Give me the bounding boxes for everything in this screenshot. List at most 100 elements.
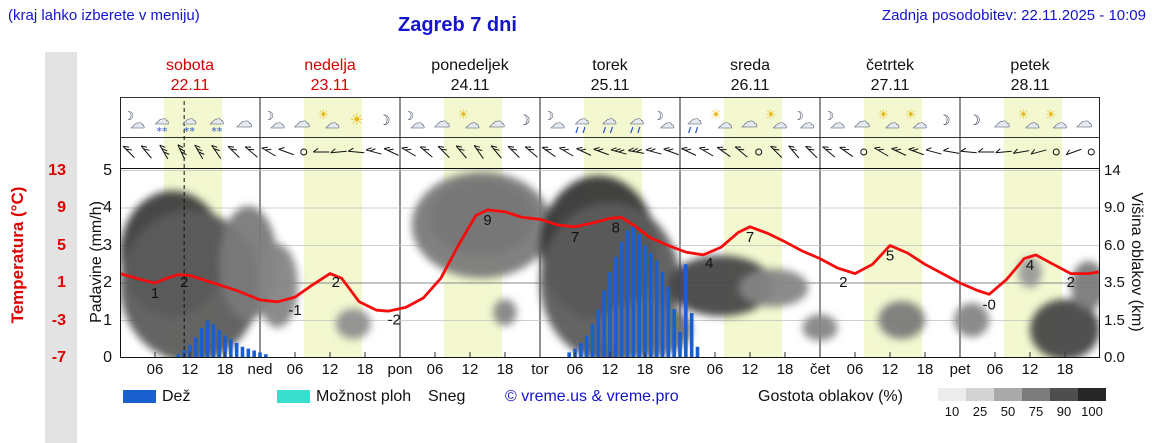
precip-bar: [252, 350, 256, 358]
wind-barb-tick: [179, 147, 186, 152]
wind-barb: [734, 146, 748, 158]
wind-barb-tick: [995, 148, 1001, 154]
day-name: petek: [1010, 57, 1050, 74]
legend-showers-label: Možnost ploh: [316, 388, 412, 405]
cloud-icon: ☁: [465, 114, 480, 132]
wind-barb: [524, 146, 538, 158]
wind-barb-tick: [791, 148, 798, 151]
rain-icon: [637, 126, 641, 134]
precip-bar: [596, 309, 601, 358]
wind-barb-tick: [1030, 149, 1036, 155]
precip-bar: [234, 343, 239, 358]
precip-bar: [619, 241, 624, 358]
legend-rain-label: Dež: [162, 388, 191, 405]
rain-icon: [695, 126, 699, 134]
wind-barb-tick: [330, 148, 336, 154]
temp-value-label: -1: [288, 302, 301, 319]
wind-barb: [645, 149, 662, 155]
wind-barb: [891, 148, 907, 156]
wind-barb-tick: [194, 144, 201, 148]
cloud-density-swatch: [1050, 388, 1078, 401]
precip-bar: [602, 290, 606, 358]
cloud-icon: ☁: [912, 114, 927, 132]
rain-icon: [582, 126, 586, 134]
wind-barb-tick: [895, 148, 902, 151]
wind-barb: [211, 145, 222, 159]
wind-barb-tick: [455, 145, 463, 148]
wind-barb: [244, 146, 258, 158]
wind-barb-tick: [458, 148, 465, 151]
wind-barb-tick: [365, 147, 372, 151]
cloud-density-swatch: [966, 388, 994, 401]
calm-icon: [860, 148, 868, 156]
cloud-density-tick: 25: [972, 404, 988, 419]
cloud-blob: [668, 255, 774, 317]
wind-barb-tick: [960, 147, 967, 152]
x-hour-label: 06: [146, 361, 164, 378]
precip-bar: [211, 324, 216, 358]
wind-barb-tick: [265, 148, 272, 151]
day-date: 22.11: [170, 77, 210, 94]
x-hour-label: 06: [426, 361, 444, 378]
precip-bar: [678, 331, 682, 358]
wind-barb-tick: [925, 147, 932, 151]
rain-icon: [609, 126, 613, 134]
temp-value-label: 4: [1026, 257, 1034, 274]
wind-barb: [716, 147, 731, 157]
precip-tick-column: 5 4 3 2 1 0: [84, 0, 112, 443]
rain-cloud-icon: ☁: [629, 110, 644, 128]
wind-barb-tick: [510, 148, 517, 151]
temp-line: [120, 208, 1100, 313]
wind-barb-tick: [211, 144, 218, 148]
wind-barb-tick: [702, 148, 709, 151]
sun-icon: ☀: [458, 108, 470, 123]
calm-icon: [1087, 148, 1095, 156]
day-header: četrtek 27.11: [820, 57, 960, 95]
x-hour-label: 18: [1056, 361, 1074, 378]
wind-barb: [874, 147, 889, 157]
sun-icon: ☀: [710, 108, 722, 123]
cloud-icon: ☁: [325, 114, 340, 132]
moon-icon: ☽: [543, 109, 554, 123]
cloud-icon: ☁: [410, 114, 425, 132]
x-hour-label: 18: [776, 361, 794, 378]
copyright-link[interactable]: © vreme.us & vreme.pro: [505, 388, 679, 405]
precip-tick: 5: [103, 161, 112, 179]
day-date: 28.11: [1010, 77, 1050, 94]
day-header: nedelja 23.11: [260, 57, 400, 95]
wind-barb-tick: [438, 145, 445, 148]
cloud-density-tick: 90: [1056, 404, 1072, 419]
calm-icon: [1052, 148, 1060, 156]
snow-cloud-icon: ☁: [182, 110, 197, 128]
wind-barb-tick: [636, 148, 642, 153]
precip-bar: [666, 286, 671, 358]
wind-barb-tick: [628, 147, 634, 152]
cloud-density-swatch: [1078, 388, 1106, 401]
wind-barb: [473, 145, 484, 159]
cloud-icon: ☁: [1052, 114, 1067, 132]
precip-bar: [614, 256, 618, 358]
precip-bar: [643, 245, 647, 358]
precip-bar: [579, 343, 583, 358]
wind-barb-tick: [228, 145, 235, 148]
snow-icon: **: [157, 125, 169, 138]
wind-barb-tick: [977, 148, 984, 153]
wind-barb-tick: [493, 148, 500, 151]
wind-barb-tick: [261, 146, 268, 149]
wind-barb-tick: [681, 146, 688, 150]
snow-cloud-icon: ☁: [155, 110, 170, 128]
wind-barb: [681, 148, 697, 156]
wind-barb: [925, 149, 942, 155]
cloud-density-swatch: [994, 388, 1022, 401]
cloud-icon: ☁: [270, 114, 285, 132]
sun-icon: ☀: [878, 108, 890, 123]
wind-barb-tick: [649, 148, 656, 152]
sun-icon: ☀: [1045, 108, 1057, 123]
precip-tick: 1: [103, 311, 112, 329]
x-hour-label: 18: [356, 361, 374, 378]
legend-rain-swatch: [123, 390, 156, 403]
precip-bar: [194, 337, 198, 358]
plot-frame: [120, 168, 1100, 358]
precip-tick: 2: [103, 274, 112, 291]
wind-barb: [576, 148, 592, 156]
